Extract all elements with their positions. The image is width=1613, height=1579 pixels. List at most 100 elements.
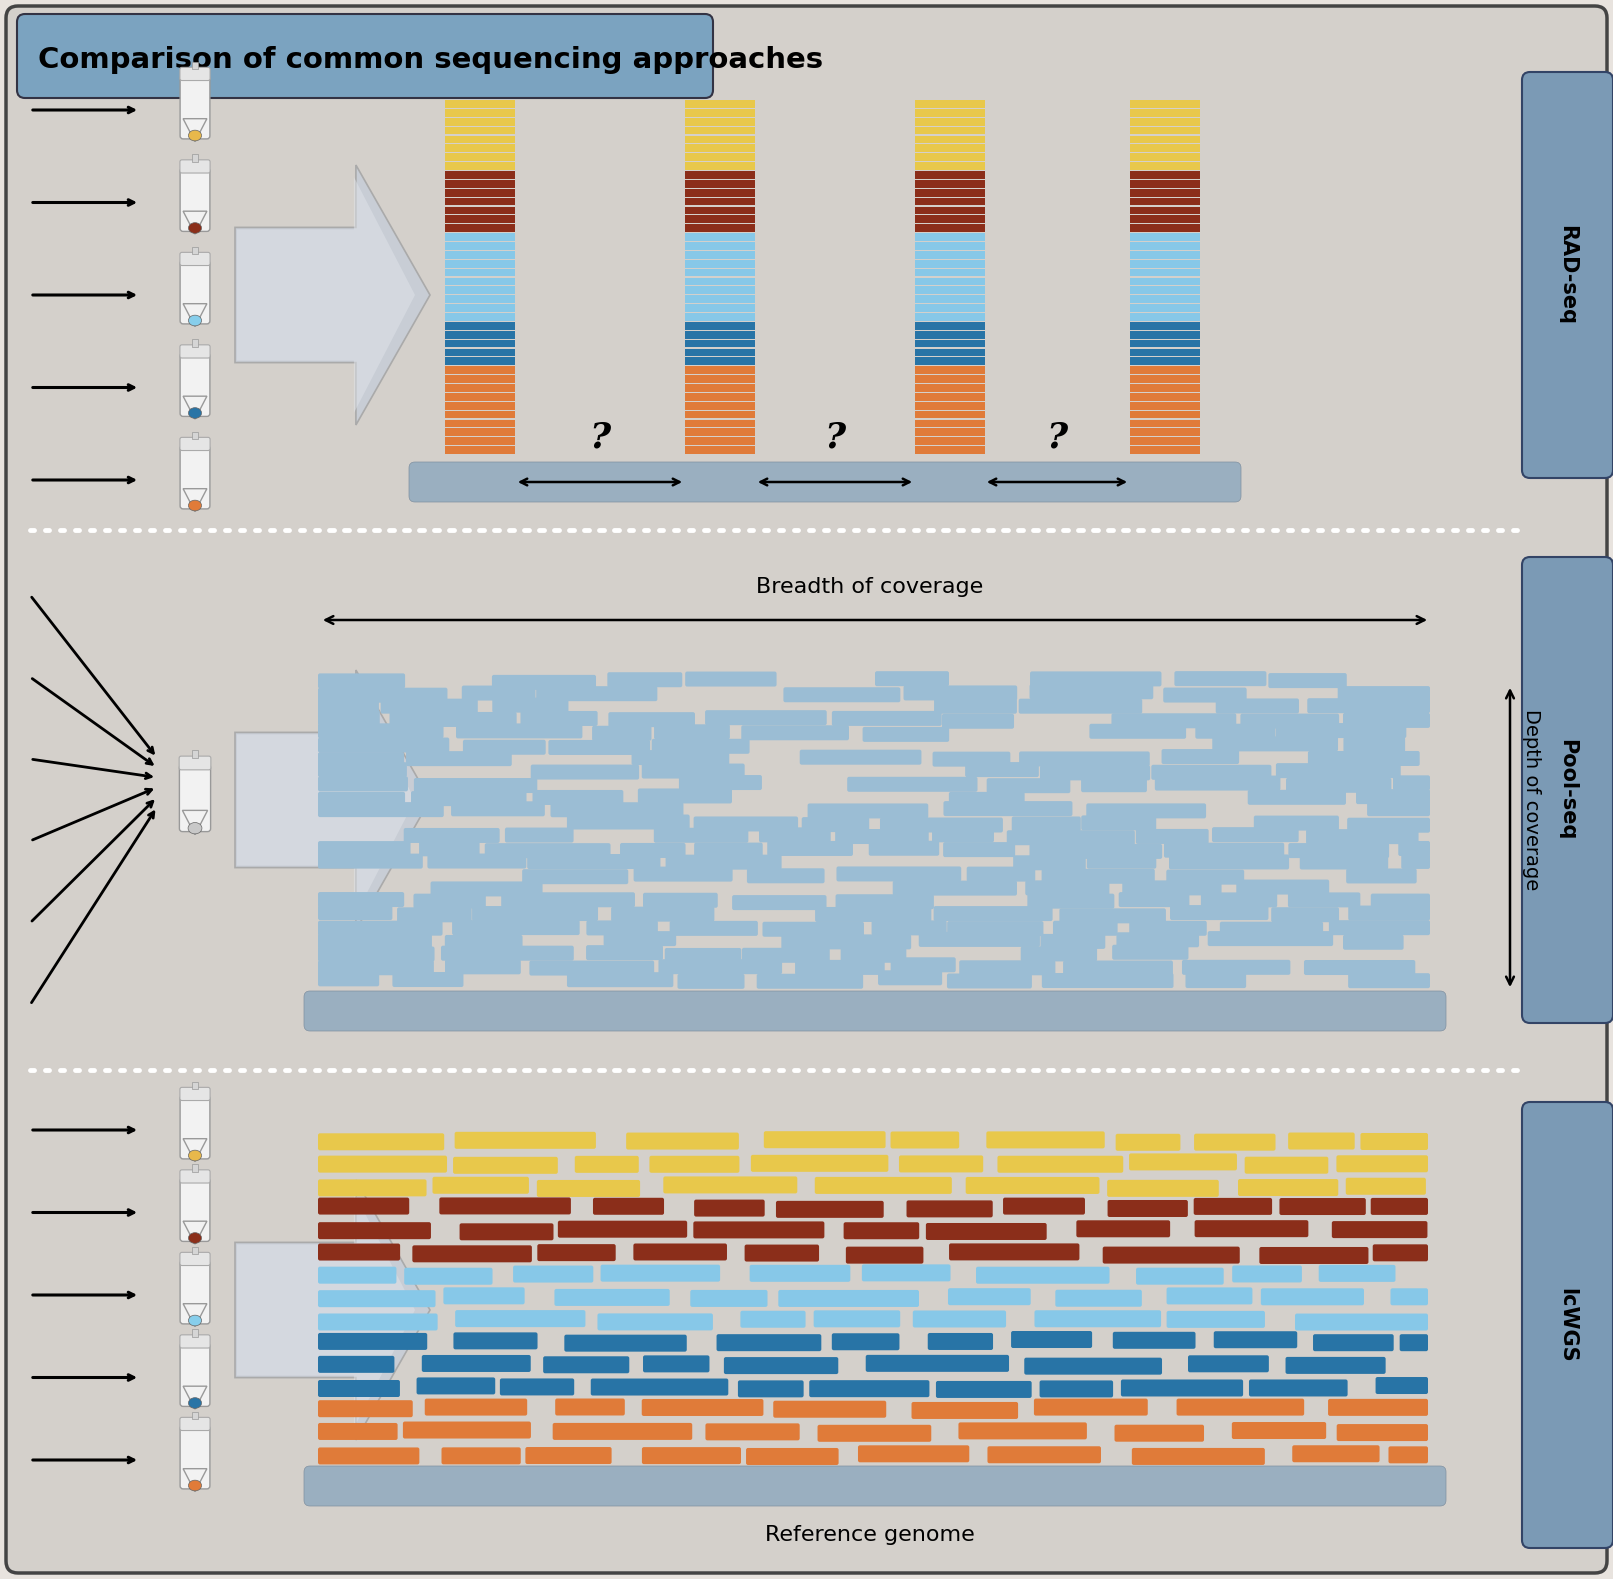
Polygon shape	[235, 669, 431, 930]
FancyBboxPatch shape	[565, 1334, 687, 1352]
FancyBboxPatch shape	[587, 921, 658, 935]
Text: Pool-seq: Pool-seq	[1557, 739, 1578, 840]
FancyBboxPatch shape	[1042, 868, 1155, 884]
FancyBboxPatch shape	[473, 906, 598, 921]
FancyBboxPatch shape	[694, 1200, 765, 1216]
Polygon shape	[192, 431, 198, 439]
FancyBboxPatch shape	[318, 1380, 400, 1397]
FancyBboxPatch shape	[763, 922, 865, 936]
FancyBboxPatch shape	[776, 1202, 884, 1217]
FancyBboxPatch shape	[1276, 723, 1407, 737]
FancyBboxPatch shape	[637, 788, 732, 804]
FancyBboxPatch shape	[179, 756, 211, 771]
FancyBboxPatch shape	[958, 1423, 1087, 1440]
Bar	[445, 286, 515, 294]
FancyBboxPatch shape	[521, 711, 598, 726]
Bar	[915, 144, 986, 152]
FancyBboxPatch shape	[866, 1355, 1010, 1372]
FancyBboxPatch shape	[813, 1311, 900, 1328]
FancyBboxPatch shape	[411, 791, 526, 807]
Bar	[686, 401, 755, 409]
FancyBboxPatch shape	[1245, 1157, 1329, 1173]
FancyBboxPatch shape	[566, 973, 673, 987]
FancyBboxPatch shape	[1169, 854, 1289, 870]
FancyBboxPatch shape	[500, 1378, 574, 1396]
FancyBboxPatch shape	[413, 894, 486, 908]
FancyBboxPatch shape	[318, 791, 405, 807]
Bar	[686, 278, 755, 286]
FancyBboxPatch shape	[913, 1311, 1007, 1328]
FancyBboxPatch shape	[318, 752, 403, 767]
Bar	[1131, 207, 1200, 215]
FancyBboxPatch shape	[947, 974, 1032, 988]
FancyBboxPatch shape	[318, 711, 379, 725]
FancyBboxPatch shape	[318, 842, 411, 856]
FancyBboxPatch shape	[844, 1222, 919, 1240]
FancyBboxPatch shape	[1357, 790, 1431, 804]
Bar	[1131, 242, 1200, 249]
FancyBboxPatch shape	[642, 1446, 740, 1464]
Bar	[686, 109, 755, 117]
FancyBboxPatch shape	[815, 906, 931, 922]
Bar	[915, 118, 986, 126]
Bar	[915, 420, 986, 428]
Bar	[915, 109, 986, 117]
Bar	[686, 349, 755, 357]
FancyBboxPatch shape	[181, 1418, 210, 1431]
FancyBboxPatch shape	[644, 892, 718, 908]
FancyBboxPatch shape	[389, 712, 516, 726]
Bar	[1131, 305, 1200, 313]
Bar	[686, 144, 755, 152]
FancyBboxPatch shape	[1152, 764, 1271, 780]
FancyBboxPatch shape	[1219, 922, 1323, 936]
FancyBboxPatch shape	[845, 1247, 923, 1263]
FancyBboxPatch shape	[747, 868, 824, 883]
FancyBboxPatch shape	[892, 881, 1016, 895]
FancyBboxPatch shape	[960, 960, 1055, 976]
FancyBboxPatch shape	[413, 1246, 532, 1262]
Polygon shape	[192, 1164, 198, 1172]
FancyBboxPatch shape	[403, 1421, 531, 1438]
FancyBboxPatch shape	[1348, 905, 1431, 921]
Polygon shape	[184, 1468, 206, 1492]
Bar	[915, 322, 986, 330]
Text: lcWGS: lcWGS	[1557, 1288, 1578, 1363]
Bar	[445, 109, 515, 117]
Bar	[1131, 393, 1200, 401]
FancyBboxPatch shape	[536, 687, 658, 701]
Bar	[1131, 144, 1200, 152]
FancyBboxPatch shape	[1115, 1424, 1203, 1442]
FancyBboxPatch shape	[1337, 1424, 1428, 1442]
FancyBboxPatch shape	[1248, 1380, 1347, 1396]
FancyBboxPatch shape	[858, 1445, 969, 1462]
FancyBboxPatch shape	[800, 750, 921, 764]
FancyBboxPatch shape	[818, 1424, 931, 1442]
FancyBboxPatch shape	[1347, 868, 1416, 883]
FancyBboxPatch shape	[1213, 736, 1339, 752]
FancyBboxPatch shape	[1260, 1247, 1368, 1263]
FancyBboxPatch shape	[781, 935, 911, 949]
FancyBboxPatch shape	[1011, 1331, 1092, 1348]
Bar	[1131, 357, 1200, 365]
FancyBboxPatch shape	[181, 1334, 210, 1348]
FancyBboxPatch shape	[619, 843, 686, 857]
Bar	[915, 126, 986, 134]
FancyBboxPatch shape	[1337, 687, 1431, 701]
Bar	[1131, 428, 1200, 436]
Bar	[445, 118, 515, 126]
FancyBboxPatch shape	[1344, 712, 1431, 728]
FancyBboxPatch shape	[1307, 698, 1431, 714]
Bar	[1131, 401, 1200, 409]
Polygon shape	[237, 1192, 415, 1427]
FancyBboxPatch shape	[1116, 932, 1198, 947]
FancyBboxPatch shape	[944, 842, 1015, 857]
FancyBboxPatch shape	[948, 1243, 1079, 1260]
FancyBboxPatch shape	[597, 1314, 713, 1331]
Polygon shape	[192, 62, 198, 69]
FancyBboxPatch shape	[181, 1170, 210, 1183]
Bar	[445, 251, 515, 259]
FancyBboxPatch shape	[18, 14, 713, 98]
Bar	[915, 242, 986, 249]
Bar	[445, 339, 515, 347]
Bar	[445, 126, 515, 134]
